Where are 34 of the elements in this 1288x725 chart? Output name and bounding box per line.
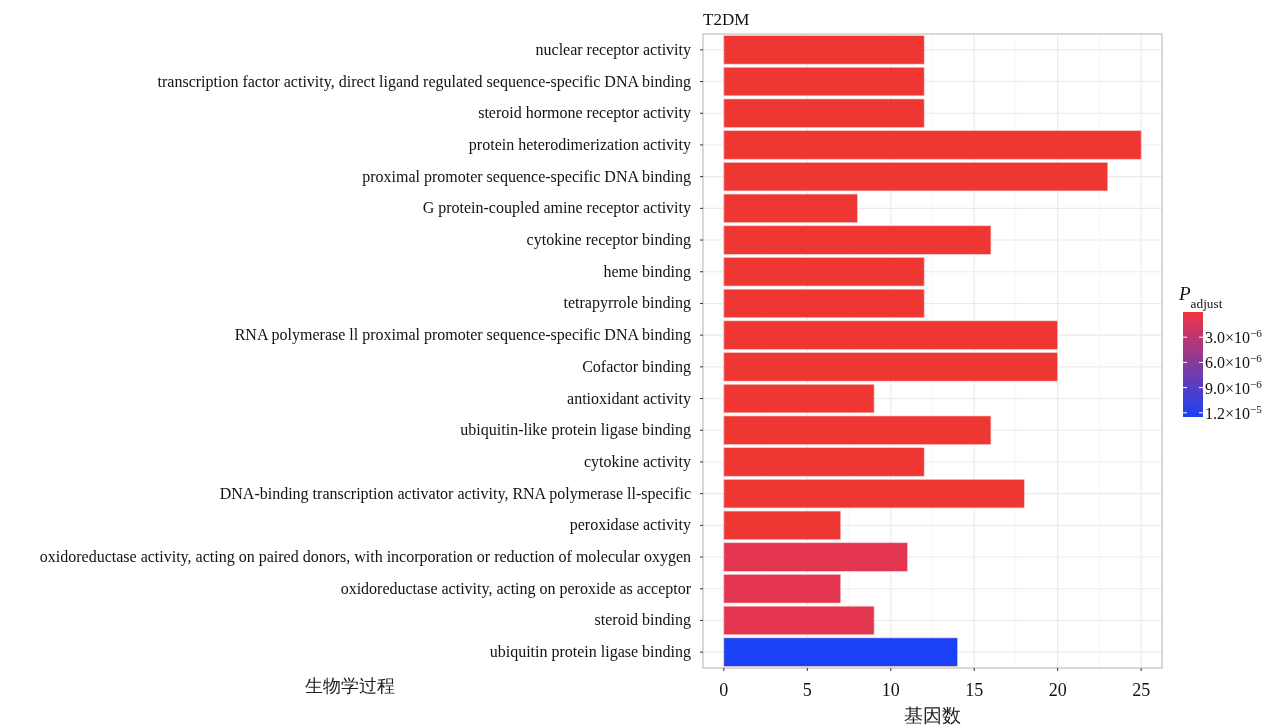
- y-tick-label: ubiquitin protein ligase binding: [489, 643, 691, 662]
- y-tick-label: DNA-binding transcription activator activity, RNA polymerase ll-specific: [219, 484, 691, 503]
- y-tick-label: ubiquitin-like protein ligase binding: [460, 421, 691, 440]
- y-tick-label: RNA polymerase ll proximal promoter sequence-specific DNA binding: [234, 326, 691, 345]
- x-tick-label: 15: [965, 680, 984, 700]
- x-tick-label: 10: [881, 680, 900, 700]
- color-bar-label: 3.0×10$^{−6}$: [1205, 327, 1263, 347]
- y-tick-label: Cofactor binding: [582, 357, 691, 376]
- y-tick-label: transcription factor activity, direct ligand regulated sequence-specific DNA binding: [157, 72, 691, 91]
- y-tick-label: oxidoreductase activity, acting on paired donors, with incorporation or reduction of molecular oxygen: [39, 548, 691, 567]
- color-bar-label: 9.0×10$^{−6}$: [1205, 377, 1263, 397]
- y-tick-label: steroid hormone receptor activity: [478, 104, 691, 123]
- y-tick-label: nuclear receptor activity: [535, 40, 691, 59]
- text: 生物学过程: [305, 676, 395, 696]
- chart-title: T2DM: [703, 10, 750, 29]
- y-tick-label: cytokine activity: [583, 452, 691, 471]
- y-tick-label: peroxidase activity: [569, 516, 691, 535]
- y-tick-label: proximal promoter sequence-specific DNA binding: [362, 167, 691, 186]
- y-tick-label: steroid binding: [594, 611, 691, 630]
- x-axis-title: 基因数: [904, 705, 961, 725]
- x-tick-label: 25: [1132, 680, 1151, 700]
- y-tick-label: G protein-coupled amine receptor activity: [422, 199, 691, 218]
- y-tick-label: tetrapyrrole binding: [563, 294, 691, 313]
- color-bar-title: P$_{adjust}$: [1178, 283, 1223, 311]
- y-tick-label: oxidoreductase activity, acting on peroxide as acceptor: [340, 579, 692, 598]
- y-tick-label: heme binding: [603, 262, 691, 281]
- x-tick-label: 5: [802, 680, 812, 700]
- x-tick-label: 20: [1048, 680, 1067, 700]
- y-tick-label: cytokine receptor binding: [526, 231, 691, 250]
- color-bar-label: 1.2×10$^{−5}$: [1205, 402, 1263, 422]
- x-tick-label: 0: [719, 680, 729, 700]
- y-tick-label: protein heterodimerization activity: [468, 135, 691, 154]
- color-bar-label: 6.0×10$^{−6}$: [1205, 352, 1263, 372]
- y-tick-label: antioxidant activity: [567, 389, 691, 408]
